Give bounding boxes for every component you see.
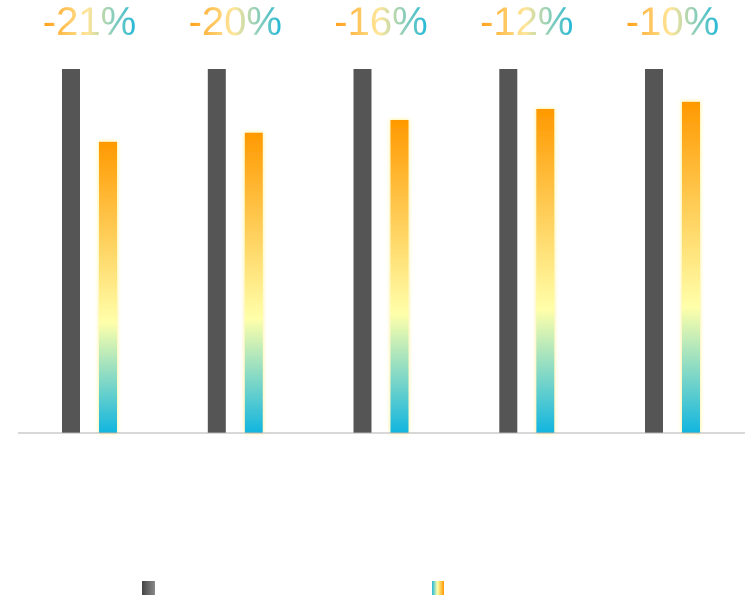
percent-label-1: -21% [43,0,136,44]
bar-series-1-4 [499,69,518,433]
bar-series-2-4 [536,109,555,433]
bar-series-2-2 [244,132,263,433]
bar-series-2-1 [99,141,117,434]
bar-series-2-5 [682,101,700,434]
percent-label-5: -10% [626,0,719,44]
bar-series-2-3 [390,120,409,433]
legend-swatch-series-1 [142,581,155,595]
percent-label-2: -20% [189,0,282,44]
bar-series-1-5 [645,69,663,433]
percent-label-4: -12% [480,0,573,44]
legend-swatch-series-2 [432,581,444,595]
bar-series-1-3 [353,69,372,433]
percent-label-3: -16% [334,0,427,44]
bar-series-1-2 [207,69,226,433]
percent-labels: -21% -20% -16% -12% -10% [43,0,719,44]
legend [142,581,444,595]
bar-series-1-1 [62,69,80,433]
series-2-bars [99,101,700,434]
series-1-bars [62,69,663,433]
